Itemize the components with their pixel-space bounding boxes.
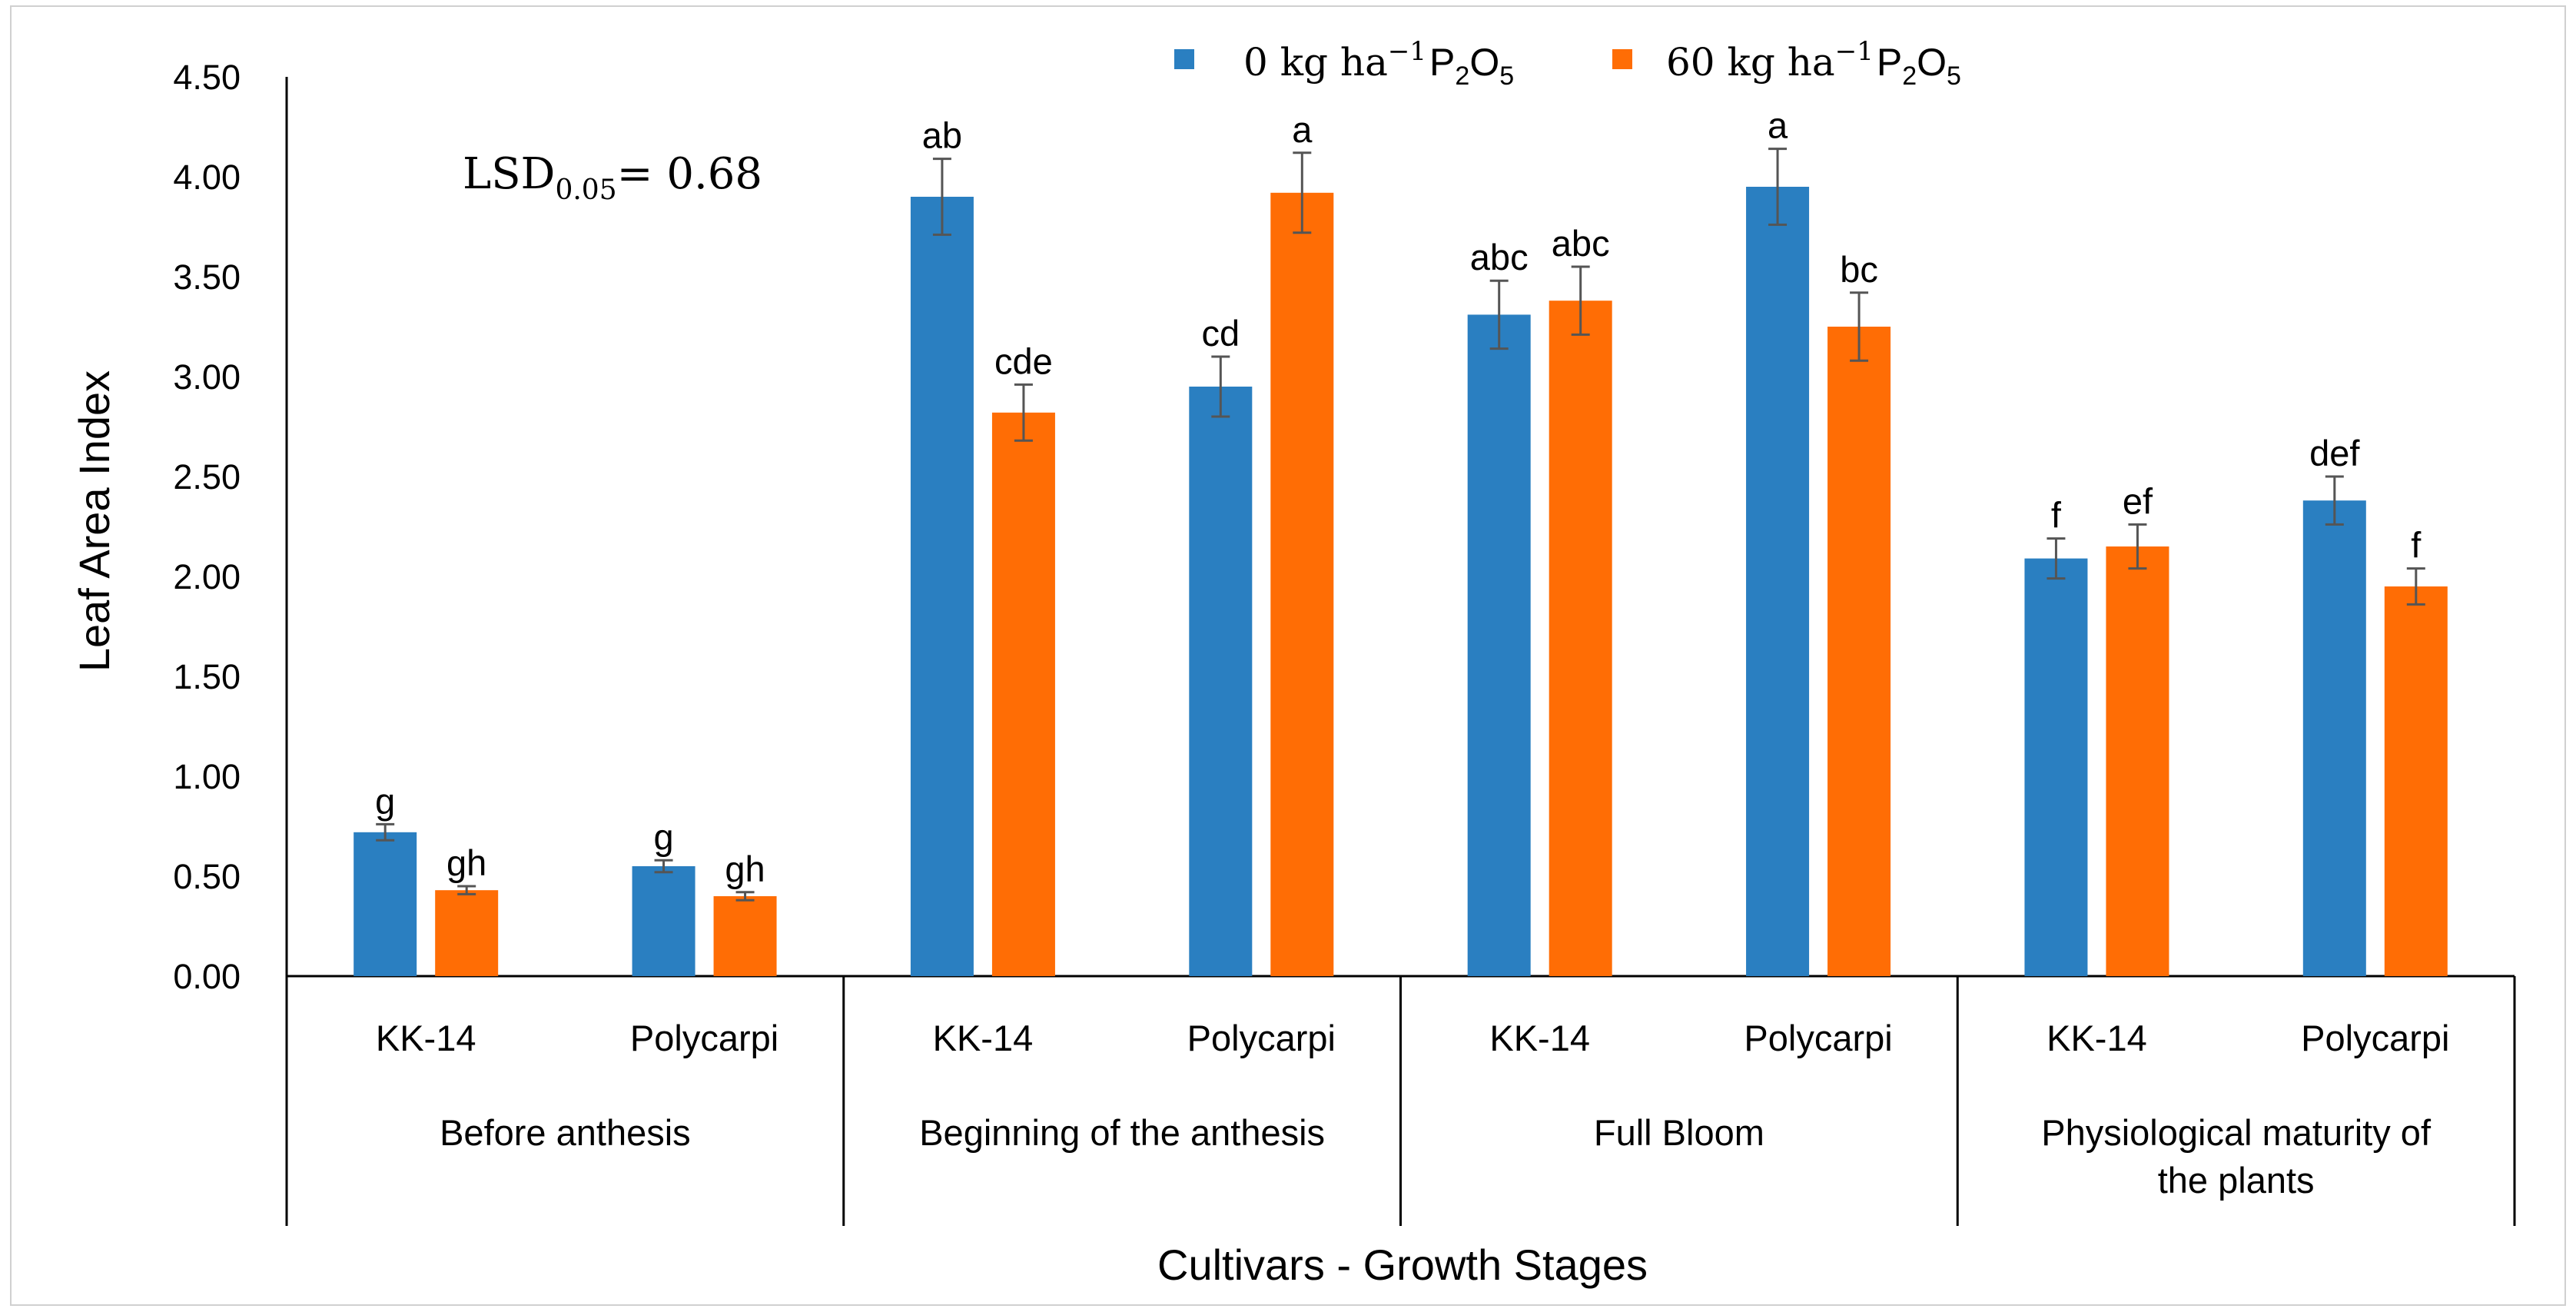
group-label: Full Bloom xyxy=(1594,1112,1764,1153)
significance-label: f xyxy=(2051,495,2062,536)
significance-label: def xyxy=(2309,433,2360,473)
legend-1-sub1: 2 xyxy=(1902,61,1917,91)
bar xyxy=(1467,314,1531,976)
y-tick-label: 2.00 xyxy=(173,557,241,596)
bar xyxy=(991,412,1055,976)
y-axis-ticks: 0.00 0.50 1.00 1.50 2.00 2.50 3.00 3.50 4.00 4.50 xyxy=(173,58,241,996)
significance-label: abc xyxy=(1552,223,1610,264)
x-axis-title: Cultivars - Growth Stages xyxy=(1157,1241,1648,1289)
legend-0-sub1: 2 xyxy=(1455,61,1469,91)
significance-label: gh xyxy=(725,849,765,889)
legend-0-sup: −1 xyxy=(1388,36,1426,67)
chart-border xyxy=(10,5,2566,1306)
significance-label: bc xyxy=(1840,249,1878,290)
lsd-prefix: LSD xyxy=(463,149,555,199)
y-axis-title: Leaf Area Index xyxy=(70,370,118,672)
bar xyxy=(1270,192,1334,977)
legend-swatch-series-0 xyxy=(1174,49,1194,69)
bar xyxy=(632,866,695,976)
bar xyxy=(1827,327,1891,976)
y-tick-label: 1.50 xyxy=(173,657,241,696)
y-tick-label: 4.50 xyxy=(173,58,241,97)
cultivar-label: Polycarpi xyxy=(1744,1018,1892,1058)
bar xyxy=(2106,546,2169,976)
bar xyxy=(1189,387,1253,976)
legend-0-p: P xyxy=(1429,41,1455,84)
legend-swatch-series-1 xyxy=(1612,49,1632,69)
legend-1-sup: −1 xyxy=(1835,36,1874,67)
y-tick-label: 3.00 xyxy=(173,357,241,397)
cultivar-label: KK-14 xyxy=(376,1018,476,1058)
bar xyxy=(2302,500,2366,976)
significance-label: a xyxy=(1292,109,1313,150)
cultivar-label: Polycarpi xyxy=(1187,1018,1336,1058)
bar xyxy=(435,890,499,976)
group-label: Beginning of the anthesis xyxy=(919,1112,1325,1153)
y-tick-label: 0.00 xyxy=(173,957,241,996)
bar xyxy=(2024,558,2088,976)
legend-1-main: 60 kg ha xyxy=(1666,40,1835,85)
significance-label: f xyxy=(2411,525,2422,566)
legend-1-sub2: 5 xyxy=(1947,61,1961,91)
legend-1-p: P xyxy=(1877,41,1902,84)
bar xyxy=(1746,187,1810,976)
group-label: Physiological maturity of xyxy=(2041,1112,2432,1153)
lsd-annotation: LSD0.05= 0.68 xyxy=(463,149,762,206)
legend-0-sub2: 5 xyxy=(1499,61,1514,91)
cultivar-label: KK-14 xyxy=(933,1018,1034,1058)
bar xyxy=(2384,586,2448,976)
significance-label: g xyxy=(375,780,395,821)
x-axis-categories: Before anthesis KK-14 Polycarpi Beginning o… xyxy=(376,1018,2450,1201)
lsd-subscript: 0.05 xyxy=(555,174,616,206)
legend: 0 kg ha−1P2O5 60 kg ha−1P2O5 xyxy=(1174,36,1961,91)
significance-label: g xyxy=(653,816,673,857)
significance-label: abc xyxy=(1470,237,1529,277)
y-tick-label: 4.00 xyxy=(173,158,241,197)
legend-label-series-0: 0 kg ha−1P2O5 xyxy=(1243,36,1514,91)
bar xyxy=(910,197,974,976)
significance-label: a xyxy=(1768,105,1788,146)
group-label: Before anthesis xyxy=(440,1112,691,1153)
group-label: the plants xyxy=(2158,1160,2315,1201)
lsd-value: = 0.68 xyxy=(617,149,762,199)
legend-label-series-1: 60 kg ha−1P2O5 xyxy=(1666,36,1961,91)
bar xyxy=(354,832,417,976)
significance-label: cd xyxy=(1201,313,1240,354)
cultivar-label: Polycarpi xyxy=(630,1018,778,1058)
cultivar-label: Polycarpi xyxy=(2301,1018,2449,1058)
cultivar-label: KK-14 xyxy=(2047,1018,2147,1058)
legend-1-o: O xyxy=(1917,41,1947,84)
y-tick-label: 3.50 xyxy=(173,257,241,297)
legend-0-main: 0 kg ha xyxy=(1243,40,1388,85)
significance-label: cde xyxy=(994,340,1053,381)
cultivar-label: KK-14 xyxy=(1489,1018,1590,1058)
legend-0-o: O xyxy=(1469,41,1499,84)
y-tick-label: 2.50 xyxy=(173,457,241,497)
significance-label: gh xyxy=(446,842,486,883)
significance-label: ab xyxy=(922,115,962,156)
bar xyxy=(1549,301,1612,976)
y-tick-label: 1.00 xyxy=(173,757,241,796)
bar xyxy=(713,896,777,976)
significance-label: ef xyxy=(2123,480,2153,521)
y-tick-label: 0.50 xyxy=(173,857,241,896)
